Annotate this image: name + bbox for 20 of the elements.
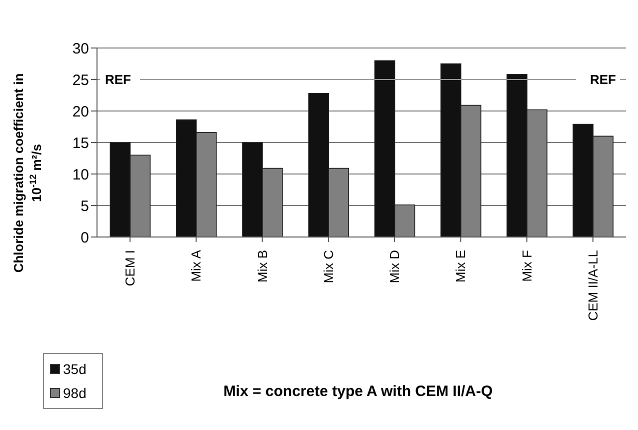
- text: REF: [590, 72, 616, 87]
- x-tick-label: Mix B: [254, 250, 270, 282]
- y-tick-label: 5: [80, 198, 89, 215]
- y-tick-label: 25: [72, 72, 89, 89]
- y-tick-label: 15: [72, 134, 89, 152]
- ref-line-label: REF: [105, 72, 132, 87]
- x-tick-label: Mix F: [519, 250, 534, 282]
- y-tick-label: 0: [80, 229, 89, 246]
- y-tick-label: 30: [72, 40, 89, 58]
- legend-label: 98d: [63, 384, 86, 403]
- x-axis-title: Mix = concrete type A with CEM II/A-Q: [222, 383, 494, 400]
- legend-label: 35d: [63, 360, 86, 379]
- x-tick-label: CEM II/A-LL: [585, 250, 600, 321]
- y-tick-label: 20: [72, 103, 89, 120]
- x-tick-label: Mix A: [188, 250, 204, 282]
- x-tick-label: Mix D: [387, 250, 402, 284]
- y-tick-label: 10: [72, 166, 89, 184]
- x-tick-label: Mix C: [320, 250, 336, 284]
- x-tick-label: CEM I: [122, 250, 138, 286]
- x-tick-label: Mix E: [453, 250, 468, 282]
